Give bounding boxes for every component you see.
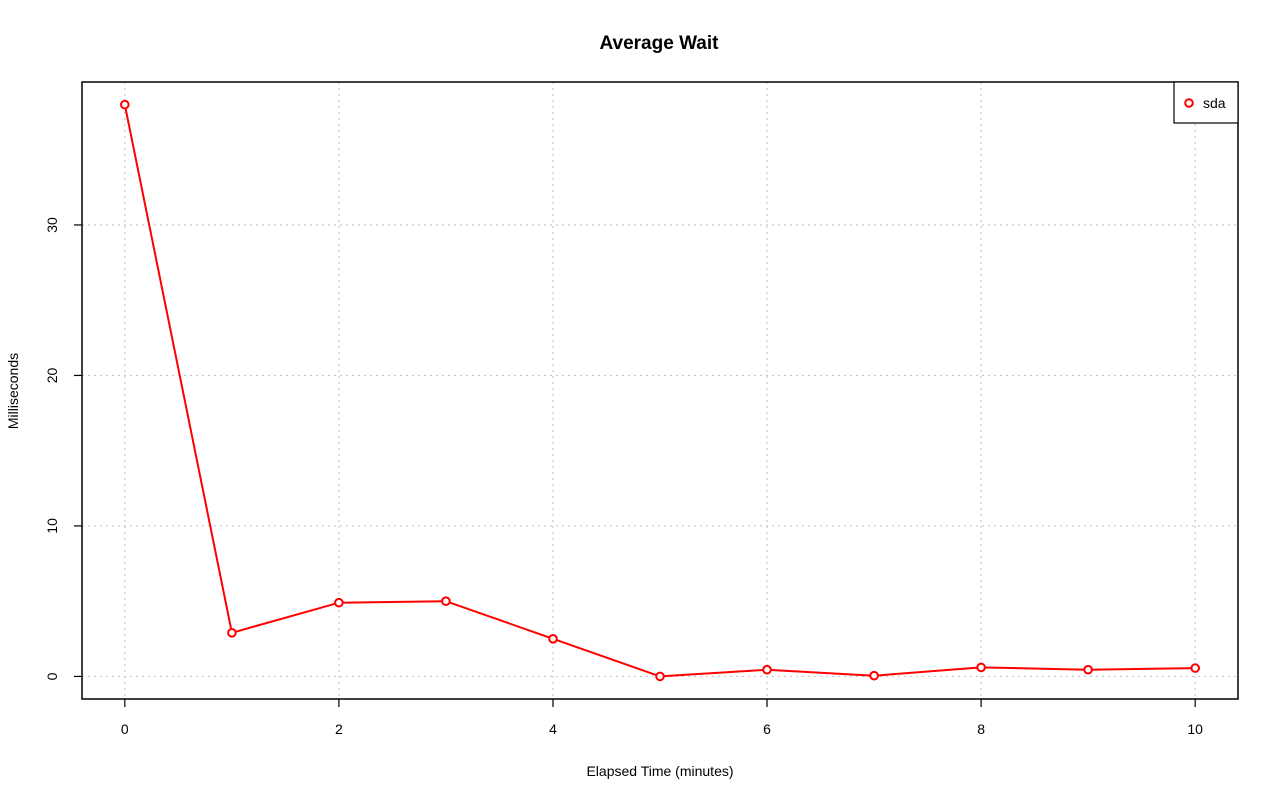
x-tick-label: 4	[549, 721, 557, 737]
x-tick-label: 10	[1187, 721, 1203, 737]
x-tick-label: 0	[121, 721, 129, 737]
data-point	[655, 671, 665, 682]
legend: sda	[1173, 81, 1239, 124]
data-point	[1190, 663, 1200, 673]
x-tick-label: 2	[335, 721, 343, 737]
data-point	[227, 628, 237, 638]
y-tick-label: 0	[44, 672, 60, 680]
data-point	[120, 99, 130, 110]
x-tick-label: 6	[763, 721, 771, 737]
y-axis-label: Milliseconds	[5, 353, 21, 429]
data-point	[1083, 664, 1093, 675]
y-tick-label: 10	[44, 518, 60, 534]
legend-label-sda: sda	[1203, 95, 1226, 111]
x-axis: 0 2 4 6 8 10	[121, 699, 1203, 737]
data-point	[869, 670, 879, 681]
data-point	[976, 662, 986, 673]
x-tick-label: 8	[977, 721, 985, 737]
plot-frame	[81, 81, 1239, 700]
data-point	[762, 664, 772, 675]
y-tick-label: 30	[44, 217, 60, 233]
y-axis: 0 10 20 30	[44, 217, 82, 680]
legend-marker	[1184, 98, 1194, 108]
series-layer	[120, 99, 1200, 682]
x-axis-label: Elapsed Time (minutes)	[586, 763, 733, 779]
data-point	[548, 634, 558, 644]
data-point	[334, 597, 344, 608]
chart-title: Average Wait	[600, 33, 720, 54]
data-point	[441, 596, 451, 607]
y-tick-label: 20	[44, 367, 60, 383]
